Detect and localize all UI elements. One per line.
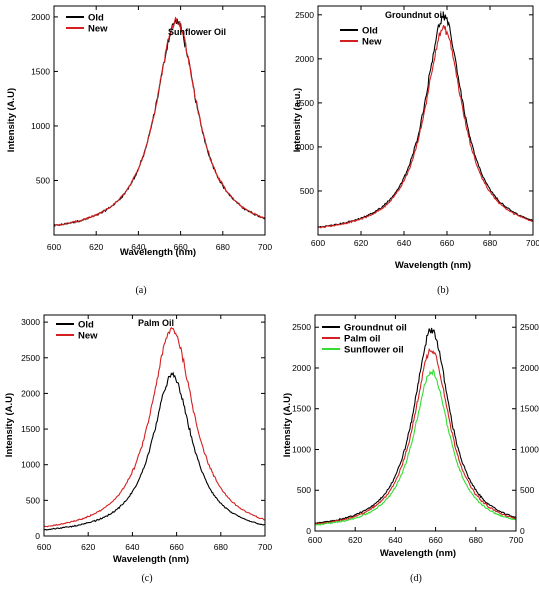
x-tick-label: 700 xyxy=(509,535,523,545)
x-tick-label: 620 xyxy=(354,238,368,248)
series-line-new xyxy=(53,16,266,227)
x-tick-label: 640 xyxy=(131,242,145,252)
x-tick-label: 600 xyxy=(308,535,322,545)
x-tick-label: 660 xyxy=(429,535,443,545)
y-tick-label: 1500 xyxy=(292,404,311,414)
y-tick-label: 500 xyxy=(297,485,311,495)
y-tick-label: 0 xyxy=(35,531,40,541)
right-y-tick-label: 1500 xyxy=(520,404,539,414)
y-tick-label: 500 xyxy=(300,186,314,196)
series-line-old xyxy=(44,371,266,531)
chart-panel-4: 600 620 640 660 680 7000500100015002000250005… xyxy=(282,314,539,584)
series-line-old xyxy=(53,17,266,227)
chart-panel-2: 600 620 640 660 680 700 500 1000 1500 2000 2500 Wav… xyxy=(292,5,539,296)
x-tick-label: 700 xyxy=(526,238,539,248)
x-tick-label: 680 xyxy=(469,535,483,545)
series-line-new xyxy=(43,326,266,528)
legend-label: New xyxy=(78,331,98,342)
series-line-new xyxy=(317,24,534,229)
legend-label: Sunflower oil xyxy=(344,345,404,356)
plot-frame xyxy=(314,314,517,532)
y-tick-label: 1500 xyxy=(21,424,40,434)
legend-label: Groundnut oil xyxy=(344,323,407,334)
chart-panel-1: 600 620 640 660 680 700 500 1000 1500 2000 Wavelen… xyxy=(6,5,272,296)
y-tick-label: 500 xyxy=(26,495,40,505)
panel-caption: (a) xyxy=(135,285,146,296)
series-line-groundnut-oil xyxy=(315,327,517,525)
x-tick-label: 660 xyxy=(440,238,454,248)
x-tick-label: 680 xyxy=(214,542,228,552)
x-tick-label: 640 xyxy=(397,238,411,248)
x-tick-label: 660 xyxy=(170,542,184,552)
legend-label: New xyxy=(362,37,382,48)
y-tick-label: 1000 xyxy=(292,444,311,454)
x-tick-label: 600 xyxy=(47,242,61,252)
x-axis-title: Wavelength (nm) xyxy=(120,247,196,258)
y-axis-title: Intensity (A.U) xyxy=(282,393,293,457)
legend-label: Old xyxy=(78,320,94,331)
x-tick-label: 680 xyxy=(216,242,230,252)
y-tick-label: 2000 xyxy=(21,388,40,398)
x-tick-label: 700 xyxy=(258,242,272,252)
x-tick-label: 620 xyxy=(81,542,95,552)
y-tick-label: 2000 xyxy=(295,54,314,64)
chart-title: Palm Oil xyxy=(138,318,174,328)
x-tick-label: 640 xyxy=(125,542,139,552)
x-tick-label: 600 xyxy=(37,542,51,552)
chart-panel-3: 600 620 640 660 680 700 0 500 1000 1500 2000 2500 30… xyxy=(4,314,272,584)
right-y-tick-label: 0 xyxy=(520,526,525,536)
y-tick-label: 1000 xyxy=(31,121,50,131)
y-tick-label: 1500 xyxy=(31,66,50,76)
y-tick-label: 3000 xyxy=(21,317,40,327)
y-axis-title: Intensity (A.U) xyxy=(6,88,17,152)
chart-title: Groundnut oil xyxy=(385,10,444,20)
panel-caption: (d) xyxy=(410,573,422,584)
x-tick-label: 600 xyxy=(311,238,325,248)
legend-label: Old xyxy=(362,26,378,37)
y-tick-label: 500 xyxy=(36,175,50,185)
legend-label: Palm oil xyxy=(344,334,380,345)
y-tick-label: 0 xyxy=(306,526,311,536)
right-y-tick-label: 500 xyxy=(520,485,534,495)
panel-caption: (b) xyxy=(437,285,449,296)
legend-label: New xyxy=(88,24,108,35)
legend-label: Old xyxy=(88,13,104,24)
y-tick-label: 2500 xyxy=(21,353,40,363)
y-tick-label: 1000 xyxy=(295,142,314,152)
x-axis-title: Wavelength (nm) xyxy=(380,548,456,559)
plot-frame xyxy=(317,5,534,236)
x-tick-label: 620 xyxy=(348,535,362,545)
series-line-old xyxy=(317,12,534,228)
x-axis-title: Wavelength (nm) xyxy=(395,260,471,271)
series-line-sunflower-oil xyxy=(314,368,517,526)
y-tick-label: 2000 xyxy=(292,363,311,373)
right-y-tick-label: 2000 xyxy=(520,363,539,373)
series-line-palm-oil xyxy=(314,347,517,525)
y-tick-label: 1000 xyxy=(21,460,40,470)
y-tick-label: 2500 xyxy=(292,322,311,332)
y-axis-title: Intensity (A.U) xyxy=(4,393,15,457)
right-y-tick-label: 2500 xyxy=(520,322,539,332)
x-tick-label: 620 xyxy=(89,242,103,252)
x-axis-title: Wavelength (nm) xyxy=(113,554,189,565)
plot-frame xyxy=(43,314,266,537)
y-tick-label: 2500 xyxy=(295,10,314,20)
y-axis-title: Intensity (a.u.) xyxy=(292,88,303,152)
chart-title: Sunflower Oil xyxy=(168,27,226,37)
x-tick-label: 640 xyxy=(388,535,402,545)
panel-caption: (c) xyxy=(141,573,152,584)
y-tick-label: 2000 xyxy=(31,12,50,22)
plot-frame xyxy=(53,5,266,236)
y-tick-label: 1500 xyxy=(295,98,314,108)
x-tick-label: 660 xyxy=(174,242,188,252)
x-tick-label: 700 xyxy=(258,542,272,552)
right-y-tick-label: 1000 xyxy=(520,444,539,454)
x-tick-label: 680 xyxy=(483,238,497,248)
